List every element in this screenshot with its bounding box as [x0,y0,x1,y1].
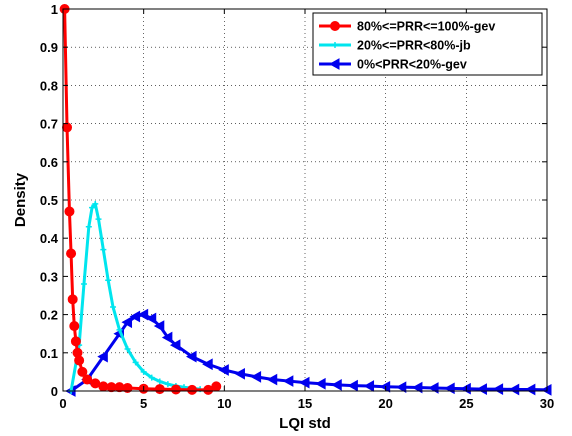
legend-marker [328,58,340,70]
data-point [156,378,163,385]
data-point [64,206,75,217]
data-point [347,379,358,392]
y-tick-label: 0.1 [40,346,58,361]
data-point [363,380,375,392]
y-tick-label: 0.9 [40,40,58,55]
data-point [129,310,141,323]
y-tick-label: 0 [51,384,58,399]
y-tick-label: 1 [51,2,58,17]
data-point [85,223,92,230]
data-point [411,381,423,394]
data-point [116,326,123,333]
data-point [124,345,131,352]
y-tick-label: 0.2 [40,308,58,323]
data-point [154,384,165,395]
legend-label: 20%<=PRR<80%-jb [357,39,471,53]
data-point [186,350,197,363]
y-tick-label: 0.7 [40,117,58,132]
data-point [395,381,407,394]
legend-label: 80%<=PRR<=100%-gev [357,20,495,34]
data-point [331,379,342,391]
data-point [211,381,222,392]
y-tick-label: 0.3 [40,269,58,284]
x-axis-label: LQI std [279,415,331,432]
legend-entry: 80%<=PRR<=100%-gev [319,20,495,34]
y-axis-label: Density [12,172,29,227]
data-point [110,303,117,310]
data-point [169,339,181,352]
legend-entry: 0%<PRR<20%-gev [319,58,467,72]
data-point [428,382,439,394]
data-point [121,316,133,329]
data-point [315,377,326,390]
data-point [122,382,133,393]
data-point [80,281,87,288]
x-tick-label: 15 [298,396,312,411]
data-point [66,248,77,259]
data-point [266,373,278,386]
axis-ticks: 0 5 10 15 20 25 30 0 0.1 0.2 0.3 0.4 0.5 0.6 0.7 0.8 0.9… [40,2,554,411]
data-point [153,320,165,332]
y-tick-label: 0.8 [40,78,58,93]
legend-entry: 20%<=PRR<80%-jb [319,39,471,53]
data-point [148,374,155,381]
data-point [62,122,73,133]
data-point [97,350,108,363]
data-point [145,312,157,325]
data-point [492,383,504,395]
legend-marker [332,42,338,48]
data-point [77,366,88,377]
x-tick-label: 0 [59,396,66,411]
x-tick-label: 20 [378,396,392,411]
legend-label: 0%<PRR<20%-gev [357,58,467,72]
data-point [164,381,171,388]
data-point [170,384,181,395]
data-point [282,375,294,387]
data-point [74,355,85,366]
y-tick-label: 0.4 [40,231,59,246]
legend-box [312,12,543,76]
data-point [70,336,81,347]
data-point [92,200,99,207]
data-point [202,358,213,371]
data-point [161,331,173,344]
data-point [524,383,536,396]
data-point [508,383,520,396]
data-point [105,277,112,284]
data-point [234,367,245,380]
data-point [100,246,107,253]
data-point [137,308,149,321]
x-tick-label: 5 [140,396,147,411]
data-point [69,321,80,332]
data-point [82,374,93,385]
data-point [140,368,147,375]
data-point [187,384,198,395]
data-point [250,371,262,383]
y-tick-label: 0.5 [40,193,58,208]
y-tick-label: 0.6 [40,155,58,170]
x-tick-label: 10 [217,396,231,411]
data-point [89,204,96,211]
legend: 80%<=PRR<=100%-gev 20%<=PRR<80%-jb 0%<PRR<… [312,12,543,76]
data-point [298,376,310,389]
legend-marker [330,21,340,31]
data-point [218,364,229,376]
x-tick-label: 30 [540,396,554,411]
data-point [95,216,102,223]
x-tick-label: 25 [459,396,473,411]
data-point [67,294,78,305]
data-point [476,383,487,395]
data-point [132,359,139,366]
